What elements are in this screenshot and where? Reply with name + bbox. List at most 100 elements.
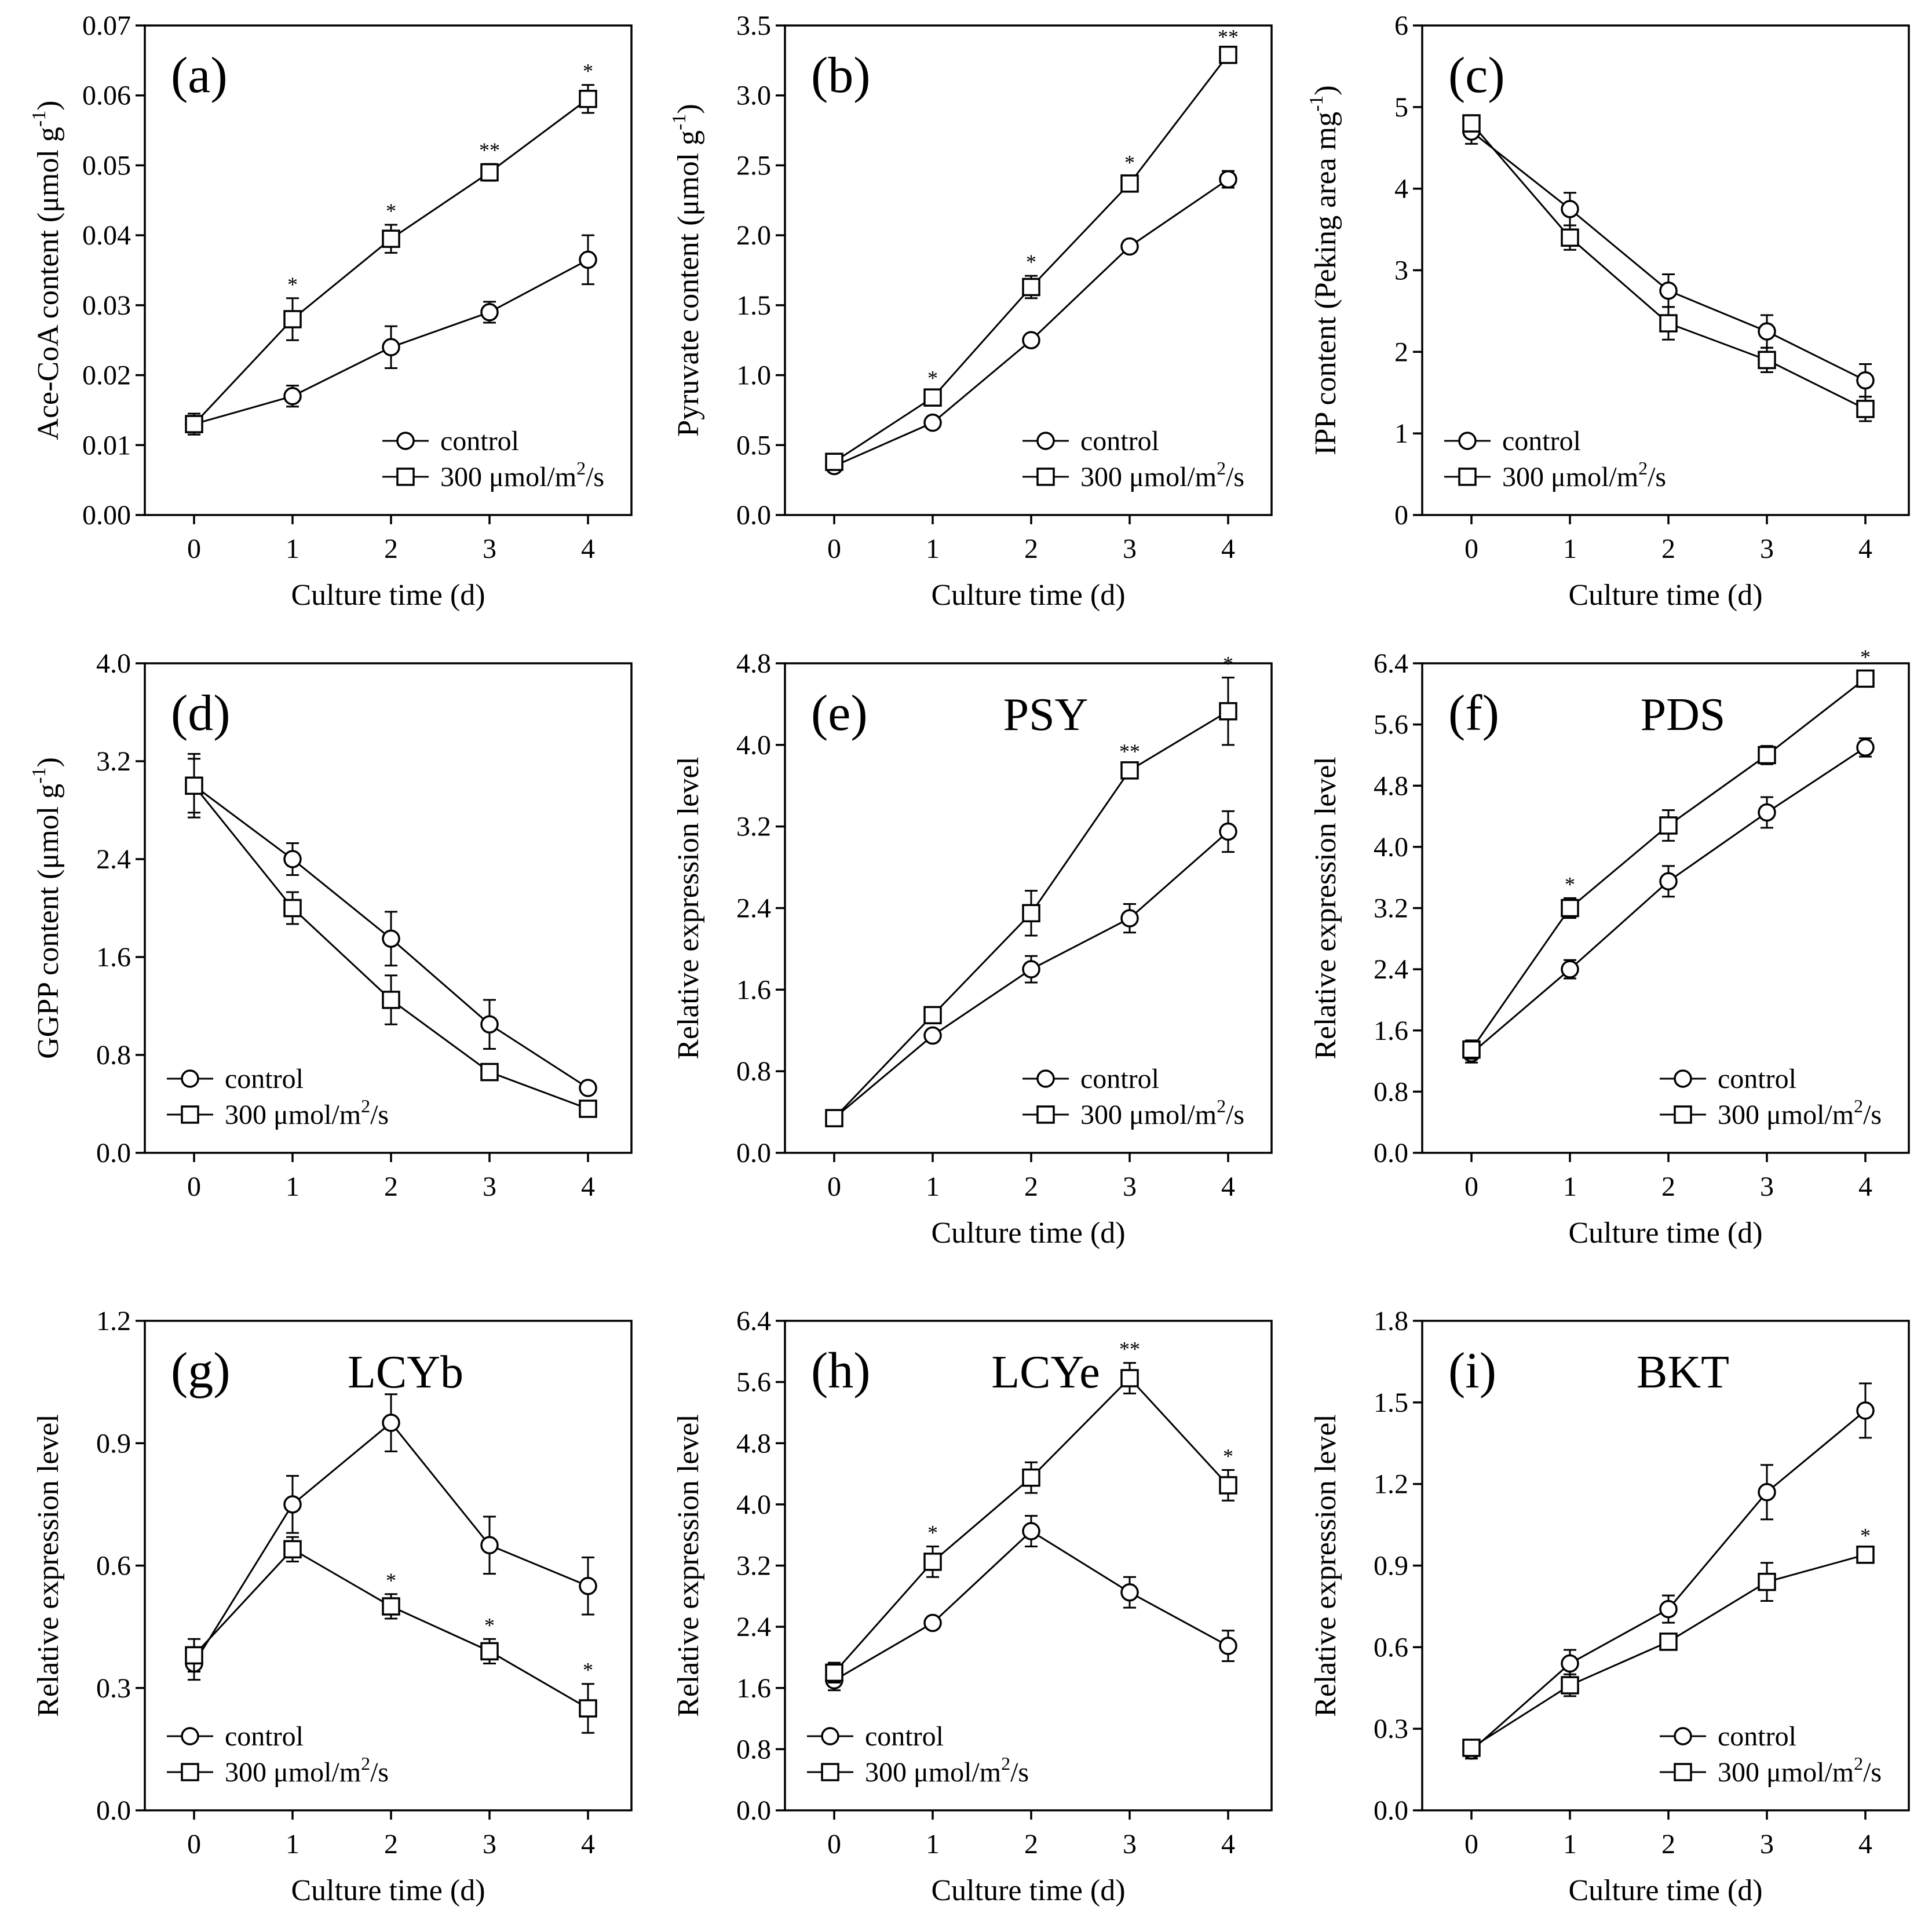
- significance-mark: *: [386, 1569, 396, 1592]
- x-tick-label: 0: [1464, 534, 1478, 564]
- y-tick-label: 0.0: [736, 1795, 771, 1826]
- legend-entry-control: control: [167, 1064, 304, 1094]
- y-tick-label: 0.0: [736, 500, 771, 531]
- y-tick-label: 0.9: [96, 1428, 131, 1459]
- y-tick-label: 1.5: [736, 290, 771, 321]
- y-tick-label: 4.8: [736, 1428, 771, 1459]
- y-tick-label: 0.02: [82, 360, 131, 391]
- legend-label: 300 μmol/m2/s: [225, 1753, 389, 1788]
- legend-label-text: 300 μmol/m: [1718, 1757, 1854, 1788]
- data-point-circle: [1120, 1583, 1139, 1602]
- y-tick-label: 0.8: [736, 1056, 771, 1087]
- panel-letter: (g): [171, 1343, 231, 1399]
- panel-letter: (i): [1448, 1343, 1496, 1399]
- x-tick-label: 3: [1123, 1829, 1137, 1860]
- x-axis-label: Culture time (d): [1568, 1217, 1762, 1250]
- data-point-square: [1659, 1632, 1678, 1651]
- legend-label-text: control: [865, 1721, 944, 1752]
- legend-label: 300 μmol/m2/s: [1502, 458, 1666, 492]
- data-point-circle: [1219, 170, 1237, 189]
- legend-entry-treatment: 300 μmol/m2/s: [167, 1095, 389, 1130]
- legend-label: control: [225, 1064, 304, 1094]
- data-point-circle: [480, 303, 499, 322]
- y-tick-label: 3.0: [736, 81, 771, 111]
- series-line: [193, 98, 589, 425]
- y-tick-label: 0.0: [96, 1795, 131, 1826]
- x-axis-label: Culture time (d): [1568, 1874, 1762, 1907]
- data-point-square: [1120, 1369, 1139, 1387]
- data-point-circle: [1561, 1654, 1579, 1673]
- x-tick-label: 3: [483, 1829, 496, 1860]
- data-point-square: [1561, 899, 1579, 918]
- data-point-square: [923, 388, 942, 407]
- data-point-square: [1758, 350, 1776, 370]
- chart-panel-a: 0.00 0.01 0.02 0.03 0.04 0.05 0.06 0.07 0 1 2 3 4 Cul…: [28, 10, 633, 612]
- x-tick-label: 0: [187, 534, 201, 564]
- legend-label: control: [440, 426, 519, 456]
- y-tick-label: 5.6: [1374, 710, 1408, 740]
- y-tick-label: 1.6: [96, 942, 131, 973]
- y-tick-label: 1.6: [1374, 1016, 1408, 1046]
- data-point-square: [1561, 228, 1579, 247]
- legend-label-text: 300 μmol/m: [225, 1757, 361, 1788]
- data-point-circle: [579, 1576, 597, 1595]
- legend-entry-treatment: 300 μmol/m2/s: [1022, 458, 1244, 492]
- data-point-square: [579, 1100, 597, 1118]
- legend-label: 300 μmol/m2/s: [440, 458, 604, 492]
- y-tick-label: 0.5: [736, 430, 771, 461]
- data-point-circle: [1219, 822, 1237, 841]
- y-axis-label-text: Relative expression level: [672, 1414, 705, 1717]
- chart-panel-g: 0.0 0.3 0.6 0.9 1.2 0 1 2 3 4 Culture time (d) Rela…: [32, 1306, 633, 1907]
- legend-label-text: control: [1718, 1064, 1796, 1094]
- y-tick-label: 6: [1394, 10, 1408, 41]
- significance-mark: *: [927, 1521, 938, 1544]
- x-tick-label: 0: [1464, 1829, 1478, 1860]
- y-axis-label: Ace-CoA content (μmol g-1): [28, 100, 65, 440]
- y-tick-label: 3.5: [736, 10, 771, 41]
- y-tick-label: 2: [1394, 337, 1408, 367]
- x-tick-label: 2: [1661, 534, 1675, 564]
- y-tick-label: 0.3: [1374, 1714, 1408, 1744]
- legend-entry-control: control: [382, 426, 519, 456]
- y-tick-label: 3.2: [1374, 893, 1408, 924]
- data-point-circle: [1659, 872, 1678, 891]
- chart-panel-c: 0 1 2 3 4 5 6 0 1 2 3 4 Culture time (d) IPP content …: [1306, 10, 1910, 612]
- legend-label-suffix: /s: [586, 462, 604, 492]
- series-treatment: [1462, 114, 1875, 422]
- y-tick-label: 4: [1394, 174, 1408, 204]
- legend-circle-marker: [1036, 432, 1055, 450]
- x-tick-label: 0: [187, 1171, 201, 1202]
- panel-letter: (d): [171, 685, 231, 742]
- series-control: [185, 234, 597, 436]
- x-tick-label: 2: [384, 534, 398, 564]
- data-point-circle: [283, 850, 302, 868]
- data-point-circle: [283, 1495, 302, 1514]
- chart-panel-e: 0.0 0.8 1.6 2.4 3.2 4.0 4.8 0 1 2 3 4 Culture time (…: [672, 648, 1273, 1250]
- y-tick-label: 6.4: [736, 1306, 771, 1336]
- legend-square-marker: [1458, 468, 1477, 486]
- y-tick-label: 0.6: [1374, 1632, 1408, 1663]
- data-point-square: [480, 1062, 499, 1082]
- data-point-circle: [382, 1414, 400, 1432]
- y-axis-label-superscript: -1: [669, 114, 690, 130]
- significance-mark: **: [1119, 740, 1140, 763]
- y-axis-label-text: Pyruvate content (μmol g: [672, 130, 705, 437]
- legend-label-superscript: 2: [1217, 458, 1226, 479]
- y-tick-label: 0.6: [96, 1551, 131, 1582]
- x-axis-label: Culture time (d): [291, 579, 485, 612]
- legend-circle-marker: [1458, 432, 1477, 450]
- series-control: [1462, 737, 1875, 1064]
- data-point-circle: [382, 338, 400, 357]
- y-tick-label: 0.8: [96, 1040, 131, 1071]
- y-tick-label: 2.4: [736, 893, 771, 924]
- data-point-circle: [1856, 371, 1875, 390]
- y-axis-label-text: IPP content (Peking area mg: [1309, 112, 1342, 455]
- y-axis-label: Relative expression level: [672, 757, 705, 1060]
- data-point-square: [1561, 1676, 1579, 1694]
- y-tick-label: 2.4: [736, 1612, 771, 1642]
- y-axis-label-text: Relative expression level: [32, 1414, 65, 1717]
